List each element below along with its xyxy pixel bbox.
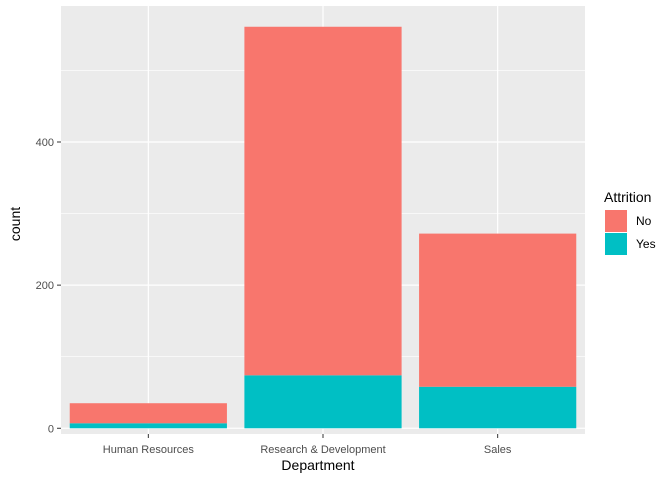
legend: Attrition No Yes [604, 189, 656, 255]
x-tick-label: Research & Development [260, 444, 385, 456]
x-axis-title: Department [281, 457, 354, 473]
bar-no-1 [244, 26, 402, 376]
bar-yes-2 [419, 386, 577, 429]
y-axis: 0 200 400 [36, 137, 61, 435]
x-axis: Human Resources Research & Development Sal… [103, 434, 512, 456]
bar-no-2 [419, 233, 577, 387]
x-tick-label: Human Resources [103, 444, 195, 456]
legend-label-no: No [636, 214, 652, 228]
legend-label-yes: Yes [636, 237, 656, 251]
bars [69, 26, 577, 429]
bar-yes-1 [244, 375, 402, 429]
bar-no-0 [69, 403, 227, 424]
y-tick-label: 400 [36, 137, 54, 149]
legend-title: Attrition [604, 189, 651, 205]
legend-key-no [605, 210, 627, 232]
legend-key-yes [605, 233, 627, 255]
y-tick-label: 0 [48, 423, 54, 435]
bar-yes-0 [69, 423, 227, 429]
y-tick-label: 200 [36, 280, 54, 292]
y-axis-title: count [7, 207, 23, 241]
x-tick-label: Sales [484, 444, 512, 456]
